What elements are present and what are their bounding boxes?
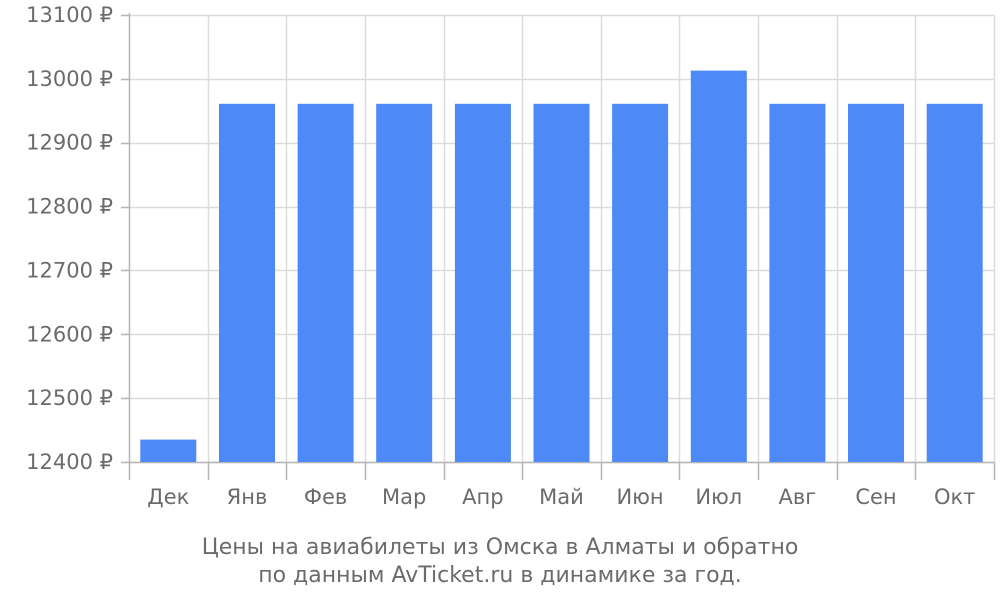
- x-tick-label: Апр: [462, 485, 503, 509]
- chart-caption-line-1: Цены на авиабилеты из Омска в Алматы и о…: [201, 535, 799, 560]
- bar: [140, 439, 197, 462]
- y-tick-label: 12800 ₽: [26, 195, 113, 219]
- x-tick-label: Сен: [855, 485, 896, 509]
- bar: [533, 103, 590, 463]
- bar: [297, 103, 354, 463]
- chart-caption-line-2: по данным AvTicket.ru в динамике за год.: [258, 563, 742, 588]
- x-tick-label: Июн: [617, 485, 664, 509]
- y-tick-label: 12900 ₽: [26, 131, 113, 155]
- axes: [121, 13, 996, 480]
- y-tick-label: 12500 ₽: [26, 386, 113, 410]
- y-tick-label: 12700 ₽: [26, 258, 113, 282]
- x-tick-label: Июл: [695, 485, 742, 509]
- bar: [612, 103, 669, 463]
- bar-chart: 12400 ₽ 12500 ₽ 12600 ₽ 12700 ₽ 12800 ₽ 12900…: [26, 3, 996, 509]
- bar: [769, 103, 826, 463]
- x-tick-label: Янв: [227, 485, 268, 509]
- x-tick-label: Фев: [304, 485, 347, 509]
- x-tick-label: Дек: [147, 485, 189, 509]
- y-tick-label: 13100 ₽: [26, 3, 113, 27]
- x-tick-label: Авг: [779, 485, 817, 509]
- bar: [454, 103, 511, 463]
- y-axis-tick-labels: 12400 ₽ 12500 ₽ 12600 ₽ 12700 ₽ 12800 ₽ 12900…: [26, 3, 113, 474]
- x-tick-label: Окт: [934, 485, 975, 509]
- bar: [376, 103, 433, 463]
- bar: [690, 70, 747, 462]
- bar: [219, 103, 275, 463]
- bars: [140, 70, 983, 463]
- bar: [926, 103, 983, 463]
- y-tick-label: 12600 ₽: [26, 322, 113, 346]
- x-axis-tick-labels: Дек Янв Фев Мар Апр Май Июн Июл Авг Сен Окт: [147, 485, 975, 509]
- x-tick-label: Мар: [382, 485, 426, 509]
- x-tick-label: Май: [539, 485, 584, 509]
- bar: [848, 103, 904, 463]
- y-tick-label: 13000 ₽: [26, 67, 113, 91]
- y-tick-label: 12400 ₽: [26, 450, 113, 474]
